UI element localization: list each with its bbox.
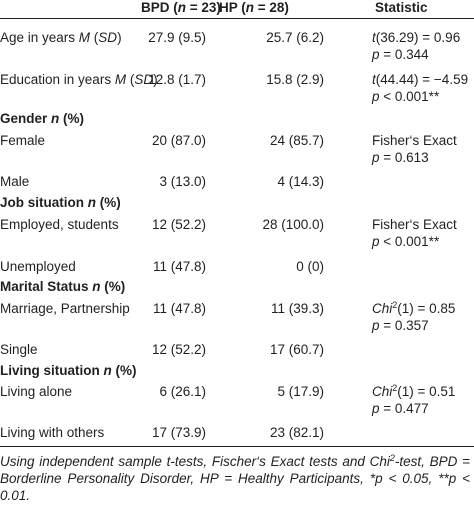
alone-p: p = 0.477	[372, 401, 429, 416]
employed-hp: 28 (100.0)	[262, 217, 324, 232]
row-label-female: Female	[0, 133, 46, 148]
marriage-hp: 11 (39.3)	[270, 301, 324, 316]
header-bpd: BPD (n = 23)	[141, 0, 221, 15]
education-p: p < 0.001**	[372, 89, 440, 104]
top-rule	[0, 18, 474, 19]
education-hp: 15.8 (2.9)	[266, 72, 324, 87]
row-label-alone: Living alone	[0, 384, 73, 399]
female-p: p = 0.613	[372, 150, 429, 165]
row-label-marriage: Marriage, Partnership	[0, 301, 130, 316]
section-job: Job situation n (%)	[0, 195, 121, 210]
male-bpd: 3 (13.0)	[159, 174, 206, 189]
education-stat: t(44.44) = −4.59	[372, 72, 469, 87]
age-p: p = 0.344	[372, 47, 429, 62]
bottom-rule	[0, 446, 474, 447]
female-hp: 24 (85.7)	[269, 133, 324, 148]
row-label-age: Age in years M (SD)	[0, 30, 122, 45]
unemployed-hp: 0 (0)	[296, 259, 324, 274]
row-label-unemployed: Unemployed	[0, 259, 76, 274]
row-label-others: Living with others	[0, 425, 105, 440]
row-label-single: Single	[0, 342, 38, 357]
header-hp: HP (n = 28)	[219, 0, 289, 15]
unemployed-bpd: 11 (47.8)	[152, 259, 206, 274]
header-statistic: Statistic	[375, 0, 428, 15]
marriage-p: p = 0.357	[372, 318, 429, 333]
section-gender: Gender n (%)	[0, 111, 85, 126]
male-hp: 4 (14.3)	[277, 174, 324, 189]
alone-bpd: 6 (26.1)	[159, 384, 206, 399]
section-marital: Marital Status n (%)	[0, 279, 126, 294]
marriage-stat: Chi2(1) = 0.85	[372, 300, 456, 317]
female-stat: Fisher‘s Exact	[372, 133, 457, 148]
others-bpd: 17 (73.9)	[151, 425, 206, 440]
employed-bpd: 12 (52.2)	[151, 217, 206, 232]
age-bpd: 27.9 (9.5)	[148, 30, 206, 45]
age-stat: t(36.29) = 0.96	[372, 30, 461, 45]
education-bpd: 12.8 (1.7)	[148, 72, 206, 87]
age-hp: 25.7 (6.2)	[266, 30, 324, 45]
row-label-employed: Employed, students	[0, 217, 119, 232]
section-living: Living situation n (%)	[0, 363, 137, 378]
marriage-bpd: 11 (47.8)	[152, 301, 206, 316]
employed-p: p < 0.001**	[372, 234, 440, 249]
row-label-male: Male	[0, 174, 30, 189]
alone-stat: Chi2(1) = 0.51	[372, 383, 456, 400]
others-hp: 23 (82.1)	[269, 425, 324, 440]
female-bpd: 20 (87.0)	[151, 133, 206, 148]
single-hp: 17 (60.7)	[269, 342, 324, 357]
row-label-education: Education in years M (SD)	[0, 72, 158, 87]
table-footnote: Using independent sample t-tests, Fische…	[0, 453, 470, 504]
single-bpd: 12 (52.2)	[151, 342, 206, 357]
alone-hp: 5 (17.9)	[277, 384, 324, 399]
employed-stat: Fisher‘s Exact	[372, 217, 457, 232]
